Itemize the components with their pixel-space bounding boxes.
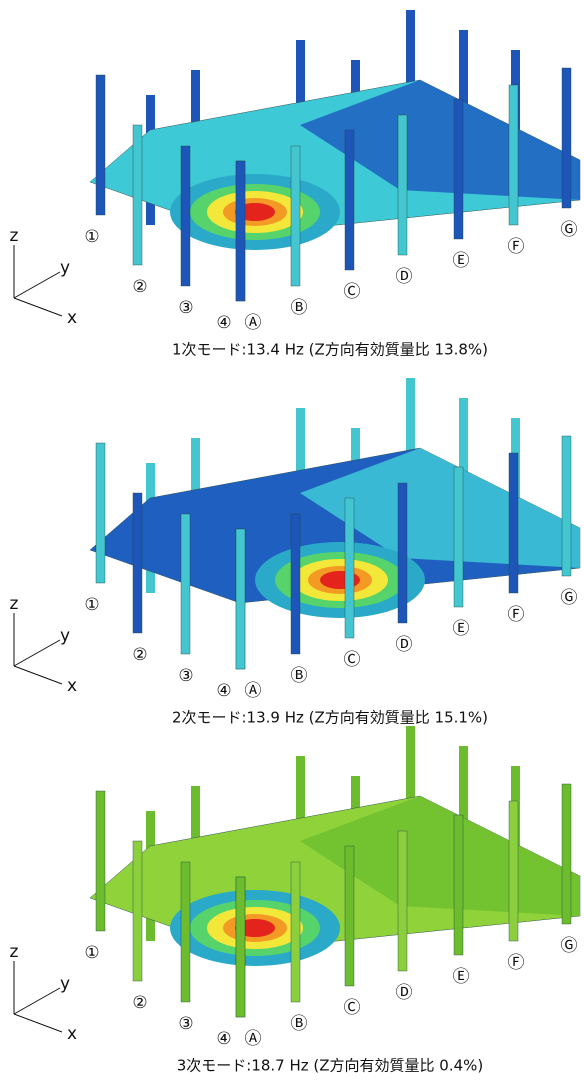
- axis-arrow: [14, 640, 60, 666]
- grid-label: Ⓓ: [396, 635, 413, 655]
- column: [181, 514, 190, 654]
- grid-label: ②: [132, 277, 147, 297]
- grid-label: ①: [84, 227, 99, 247]
- grid-label: ③: [178, 666, 193, 686]
- axis-arrow: [14, 272, 60, 298]
- axis-arrow: [14, 666, 62, 684]
- axis-label: z: [10, 226, 19, 246]
- column: [181, 146, 190, 286]
- mode-panel: ① ② ③ ④ Ⓐ Ⓑ Ⓒ Ⓓ Ⓔ Ⓕ Ⓖz y x 1次モード:13.4 Hz (Z方向有効質量比 13…: [10, 10, 580, 359]
- axis-label: z: [10, 594, 19, 614]
- column: [562, 784, 571, 924]
- column: [345, 130, 354, 270]
- grid-label: Ⓑ: [291, 1014, 308, 1034]
- grid-label: Ⓒ: [344, 282, 361, 302]
- caption: 3次モード:18.7 Hz (Z方向有効質量比 0.4%): [177, 1057, 484, 1075]
- column: [96, 791, 105, 931]
- grid-label: ③: [178, 298, 193, 318]
- axis-label: x: [67, 676, 77, 696]
- grid-label: Ⓒ: [344, 998, 361, 1018]
- column: [454, 815, 463, 955]
- grid-label: Ⓒ: [344, 650, 361, 670]
- column: [291, 514, 300, 654]
- caption: 2次モード:13.9 Hz (Z方向有効質量比 15.1%): [172, 709, 488, 727]
- grid-label: ③: [178, 1014, 193, 1034]
- axis-arrow: [14, 1014, 62, 1032]
- column: [562, 68, 571, 208]
- column: [96, 75, 105, 215]
- column: [291, 862, 300, 1002]
- grid-label: Ⓖ: [561, 588, 578, 608]
- grid-label: Ⓐ: [245, 681, 262, 701]
- grid-label: ①: [84, 595, 99, 615]
- column: [398, 115, 407, 255]
- grid-label: Ⓕ: [508, 605, 525, 625]
- caption: 1次モード:13.4 Hz (Z方向有効質量比 13.8%): [172, 341, 488, 359]
- grid-label: ④: [216, 1029, 231, 1049]
- column: [345, 846, 354, 986]
- column: [345, 498, 354, 638]
- grid-label: Ⓓ: [396, 983, 413, 1003]
- grid-label: Ⓑ: [291, 298, 308, 318]
- axis-label: z: [10, 942, 19, 962]
- column: [236, 877, 245, 1017]
- grid-label: ④: [216, 313, 231, 333]
- grid-label: Ⓐ: [245, 313, 262, 333]
- column: [509, 453, 518, 593]
- column: [562, 436, 571, 576]
- column: [454, 467, 463, 607]
- grid-label: Ⓕ: [508, 237, 525, 257]
- grid-label: Ⓑ: [291, 666, 308, 686]
- grid-label: ②: [132, 993, 147, 1013]
- column: [291, 146, 300, 286]
- grid-label: ④: [216, 681, 231, 701]
- column: [96, 443, 105, 583]
- figure: ① ② ③ ④ Ⓐ Ⓑ Ⓒ Ⓓ Ⓔ Ⓕ Ⓖz y x 1次モード:13.4 Hz (Z方向有効質量比 13…: [0, 0, 584, 1084]
- column: [181, 862, 190, 1002]
- column: [509, 85, 518, 225]
- grid-label: Ⓕ: [508, 953, 525, 973]
- axis-label: y: [60, 626, 70, 646]
- column: [133, 493, 142, 633]
- grid-label: ①: [84, 943, 99, 963]
- axis-label: y: [60, 258, 70, 278]
- axis-arrow: [14, 988, 60, 1014]
- grid-label: Ⓓ: [396, 267, 413, 287]
- grid-label: Ⓐ: [245, 1029, 262, 1049]
- column: [398, 831, 407, 971]
- column: [236, 161, 245, 301]
- grid-label: ②: [132, 645, 147, 665]
- grid-label: Ⓔ: [453, 619, 470, 639]
- axis-label: x: [67, 1024, 77, 1044]
- grid-label: Ⓔ: [453, 251, 470, 271]
- grid-label: Ⓖ: [561, 936, 578, 956]
- column: [454, 99, 463, 239]
- axis-label: y: [60, 974, 70, 994]
- mode-panel: ① ② ③ ④ Ⓐ Ⓑ Ⓒ Ⓓ Ⓔ Ⓕ Ⓖz y x 2次モード:13.9 Hz (Z方向有効質量比 15…: [10, 378, 580, 727]
- column: [133, 841, 142, 981]
- grid-label: Ⓖ: [561, 220, 578, 240]
- column: [398, 483, 407, 623]
- axis-arrow: [14, 298, 62, 316]
- column: [236, 529, 245, 669]
- column: [133, 125, 142, 265]
- grid-label: Ⓔ: [453, 967, 470, 987]
- column: [509, 801, 518, 941]
- axis-label: x: [67, 308, 77, 328]
- mode-panel: ① ② ③ ④ Ⓐ Ⓑ Ⓒ Ⓓ Ⓔ Ⓕ Ⓖz y x 3次モード:18.7 Hz (Z方向有効質量比 0.…: [10, 726, 580, 1075]
